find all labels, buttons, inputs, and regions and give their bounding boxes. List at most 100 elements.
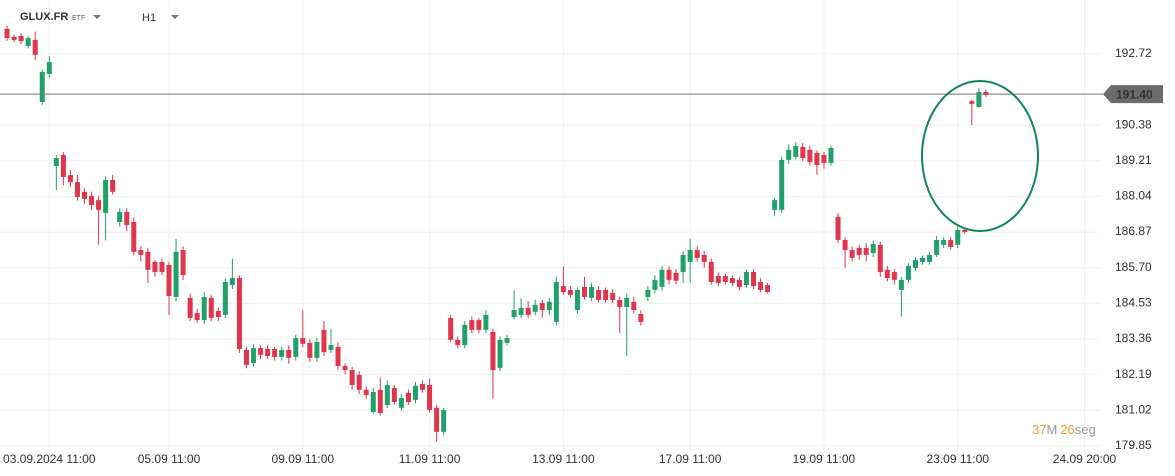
candle-body bbox=[596, 289, 602, 300]
candle-body bbox=[462, 324, 468, 346]
candle-body bbox=[941, 239, 947, 245]
candle-body bbox=[194, 313, 200, 321]
candle-body bbox=[603, 289, 609, 300]
candle-body bbox=[631, 301, 637, 311]
candle-body bbox=[560, 285, 566, 293]
candle-body bbox=[39, 71, 45, 103]
candle-body bbox=[293, 338, 299, 357]
timer-seconds: 26 bbox=[1060, 422, 1074, 437]
candle-body bbox=[983, 91, 989, 96]
candle-body bbox=[905, 265, 911, 280]
y-tick-label: 183.36 bbox=[1115, 331, 1152, 345]
x-tick-label: 19.09 11:00 bbox=[793, 452, 856, 466]
candle-body bbox=[638, 313, 644, 322]
candle-body bbox=[666, 269, 672, 280]
candle-body bbox=[589, 286, 595, 298]
candle-body bbox=[920, 257, 926, 262]
candle-body bbox=[673, 272, 679, 281]
candle-body bbox=[229, 278, 235, 286]
candle-body bbox=[117, 211, 123, 223]
candle-body bbox=[363, 389, 369, 396]
candle-body bbox=[483, 314, 489, 330]
y-tick-label: 186.87 bbox=[1115, 224, 1152, 238]
candle-body bbox=[441, 409, 447, 432]
candle-body bbox=[610, 292, 616, 300]
candle-body bbox=[420, 384, 426, 390]
y-tick-label: 181.02 bbox=[1115, 402, 1152, 416]
candle-body bbox=[187, 297, 193, 318]
candle-body bbox=[722, 275, 728, 283]
candle-body bbox=[934, 239, 940, 255]
candle-body bbox=[856, 247, 862, 255]
candle-body bbox=[680, 254, 686, 272]
candle-body bbox=[145, 251, 151, 270]
candle-body bbox=[891, 271, 897, 280]
candle-body bbox=[124, 211, 130, 226]
candle-body bbox=[842, 239, 848, 251]
candle-body bbox=[504, 338, 510, 343]
candle-body bbox=[32, 39, 38, 55]
candle-body bbox=[948, 239, 954, 247]
candle-body bbox=[927, 254, 933, 262]
candle-body bbox=[180, 250, 186, 276]
candle-body bbox=[384, 384, 390, 406]
candle-body bbox=[786, 149, 792, 160]
y-tick-label: 179.85 bbox=[1115, 438, 1152, 452]
candle-body bbox=[877, 244, 883, 272]
candle-body bbox=[152, 261, 158, 272]
candle-body bbox=[272, 349, 278, 357]
candle-body bbox=[729, 278, 735, 283]
y-tick-label: 192.72 bbox=[1115, 46, 1152, 60]
candle-body bbox=[222, 282, 228, 315]
candle-body bbox=[849, 250, 855, 258]
candle-body bbox=[412, 385, 418, 400]
symbol[interactable]: GLUX.FR bbox=[20, 11, 68, 23]
candle-body bbox=[236, 278, 242, 350]
candle-body bbox=[476, 320, 482, 330]
candle-body bbox=[898, 279, 904, 290]
candle-body bbox=[356, 374, 362, 390]
candle-body bbox=[138, 250, 144, 255]
candle-body bbox=[398, 398, 404, 408]
candle-body bbox=[60, 155, 66, 177]
timer: 37M 26seg bbox=[1032, 422, 1096, 437]
candle-body bbox=[173, 251, 179, 297]
highlight-ellipse bbox=[921, 80, 1039, 232]
candle-body bbox=[314, 342, 320, 358]
candle-body bbox=[258, 348, 264, 355]
candle-body bbox=[328, 345, 334, 350]
candle-body bbox=[687, 250, 693, 262]
candle-body bbox=[969, 101, 975, 104]
candle-body bbox=[828, 148, 834, 163]
candle-body bbox=[215, 310, 221, 318]
candle-body bbox=[546, 301, 552, 311]
timer-minutes-unit: M bbox=[1046, 422, 1057, 437]
candle-body bbox=[694, 250, 700, 258]
candle-body bbox=[567, 289, 573, 295]
x-tick-label: 17.09 11:00 bbox=[659, 452, 722, 466]
candle-body bbox=[617, 299, 623, 307]
timeframe[interactable]: H1 bbox=[142, 12, 156, 24]
candle-body bbox=[624, 297, 630, 307]
candle-body bbox=[74, 182, 80, 198]
timeframe-dropdown[interactable] bbox=[171, 15, 179, 19]
candle-body bbox=[532, 304, 538, 312]
candle-body bbox=[525, 307, 531, 315]
candle-body bbox=[807, 149, 813, 163]
candle-body bbox=[18, 35, 24, 42]
candle-body bbox=[82, 191, 88, 199]
x-tick-label: 23.09 11:00 bbox=[926, 452, 989, 466]
timer-seconds-unit: seg bbox=[1075, 422, 1096, 437]
y-tick-label: 188.04 bbox=[1115, 189, 1152, 203]
candle-body bbox=[159, 261, 165, 272]
symbol-dropdown[interactable] bbox=[93, 15, 101, 19]
y-tick-label: 182.19 bbox=[1115, 367, 1152, 381]
candle-body bbox=[4, 28, 10, 39]
x-tick-label: 03.09.2024 11:00 bbox=[3, 452, 96, 466]
candle-body bbox=[743, 271, 749, 286]
candle-body bbox=[300, 338, 306, 344]
candle-body bbox=[11, 36, 17, 40]
candle-body bbox=[103, 179, 109, 213]
candle-body bbox=[391, 387, 397, 403]
